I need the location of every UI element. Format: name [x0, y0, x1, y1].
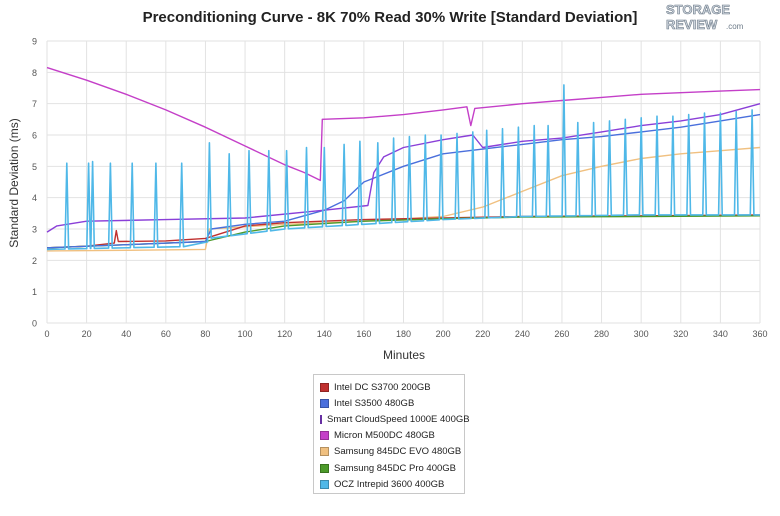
x-tick-label: 40	[121, 329, 131, 339]
legend-item: OCZ Intrepid 3600 400GB	[320, 476, 464, 492]
y-tick-label: 7	[32, 99, 37, 109]
x-tick-label: 60	[161, 329, 171, 339]
y-tick-label: 0	[32, 319, 37, 329]
x-axis-label: Minutes	[383, 348, 425, 362]
x-tick-label: 80	[200, 329, 210, 339]
series-line-6	[46, 84, 760, 251]
legend-label: Samsung 845DC Pro 400GB	[334, 462, 456, 474]
y-tick-label: 3	[32, 225, 37, 235]
legend: Intel DC S3700 200GB Intel S3500 480GB Sma…	[313, 374, 470, 494]
series-line-3	[46, 66, 761, 182]
legend-swatch	[320, 479, 329, 489]
x-tick-label: 0	[44, 329, 49, 339]
legend-label: Intel S3500 480GB	[334, 397, 415, 409]
series-line-2	[46, 103, 761, 233]
storage-review-logo: STORAGE REVIEW .com	[666, 2, 744, 32]
legend-item: Samsung 845DC EVO 480GB	[320, 444, 464, 460]
x-tick-label: 140	[317, 329, 332, 339]
y-tick-label: 8	[32, 68, 37, 78]
series-lines	[46, 66, 761, 252]
y-tick-label: 2	[32, 256, 37, 266]
y-tick-label: 1	[32, 287, 37, 297]
x-tick-label: 100	[238, 329, 253, 339]
y-tick-label: 9	[32, 37, 37, 47]
y-axis-label: Standard Deviation (ms)	[7, 118, 21, 247]
grid-lines	[46, 40, 761, 324]
legend-swatch	[320, 398, 329, 408]
x-tick-label: 200	[436, 329, 451, 339]
x-tick-label: 20	[82, 329, 92, 339]
legend-swatch	[320, 414, 322, 424]
legend-label: Smart CloudSpeed 1000E 400GB	[327, 413, 470, 425]
x-tick-label: 300	[634, 329, 649, 339]
legend-swatch	[320, 431, 329, 441]
x-tick-label: 240	[515, 329, 530, 339]
x-tick-label: 320	[673, 329, 688, 339]
line-chart: 0 1 2 3 4 5 6 7 8 9 0 20 40 60 80 100 120 140 160 180 200 22…	[7, 37, 768, 363]
legend-item: Smart CloudSpeed 1000E 400GB	[320, 411, 470, 427]
legend-swatch	[320, 382, 329, 392]
legend-label: Samsung 845DC EVO 480GB	[334, 446, 462, 458]
logo-line1: STORAGE	[666, 2, 730, 17]
x-tick-label: 280	[594, 329, 609, 339]
x-tick-label: 120	[277, 329, 292, 339]
y-tick-label: 4	[32, 193, 37, 203]
legend-label: Intel DC S3700 200GB	[334, 381, 431, 393]
x-tick-label: 340	[713, 329, 728, 339]
y-tick-label: 5	[32, 162, 37, 172]
x-tick-label: 160	[356, 329, 371, 339]
x-tick-label: 360	[752, 329, 767, 339]
y-tick-labels: 0 1 2 3 4 5 6 7 8 9	[32, 37, 37, 329]
legend-label: OCZ Intrepid 3600 400GB	[334, 478, 445, 490]
legend-swatch	[320, 447, 329, 457]
chart-title: Preconditioning Curve - 8K 70% Read 30% …	[142, 9, 638, 26]
x-tick-label: 180	[396, 329, 411, 339]
legend-swatch	[320, 463, 329, 473]
y-tick-label: 6	[32, 131, 37, 141]
logo-line2: REVIEW	[666, 17, 718, 32]
x-tick-label: 260	[554, 329, 569, 339]
legend-label: Micron M500DC 480GB	[334, 430, 435, 442]
x-tick-label: 220	[475, 329, 490, 339]
logo-suffix: .com	[726, 22, 744, 31]
legend-item: Micron M500DC 480GB	[320, 428, 464, 444]
legend-item: Intel S3500 480GB	[320, 395, 464, 411]
legend-item: Samsung 845DC Pro 400GB	[320, 460, 464, 476]
x-tick-labels: 0 20 40 60 80 100 120 140 160 180 200 220 240 260 280 3…	[44, 329, 767, 339]
legend-item: Intel DC S3700 200GB	[320, 379, 464, 395]
